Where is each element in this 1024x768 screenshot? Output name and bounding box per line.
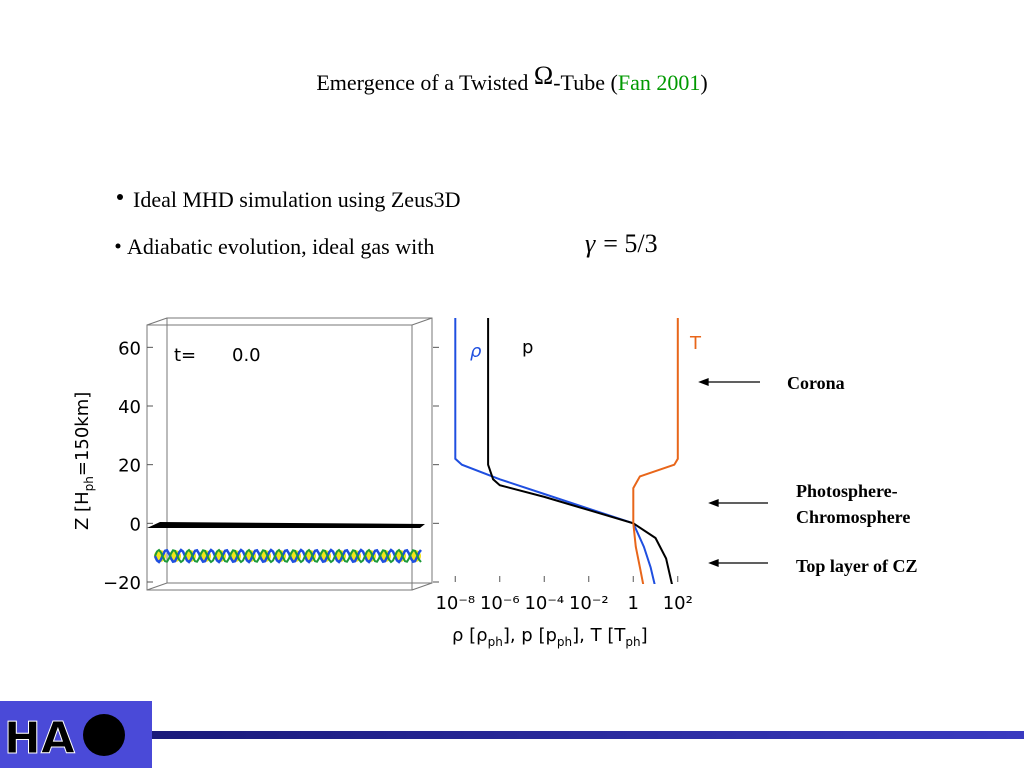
title: Emergence of a Twisted Ω-Tube (Fan 2001) [316,61,707,95]
x-axis-label: ρ [ρph], p [pph], T [Tph] [452,625,648,649]
bullet [115,243,121,249]
title-prefix: Emergence of a Twisted [316,70,534,95]
title-symbol: Ω [534,61,553,90]
series-line [632,318,679,584]
x-tick-label: 10⁻⁶ [480,593,520,614]
box-front [146,324,413,591]
y-tick-label: 0 [130,514,141,535]
formula-rhs: = 5/3 [603,229,657,258]
label-subscript: ph [82,476,96,491]
box-edge [146,317,168,326]
label-part: ], T [T [572,625,626,646]
tube-strand [153,548,422,564]
x-tick-label: 1 [628,593,639,614]
y-axis-label: Z [Hph=150km] [72,392,96,530]
arrows [698,378,768,567]
box-edge [146,582,168,591]
bullet-text: Ideal MHD simulation using Zeus3D [133,187,461,212]
annotation: Photosphere- [796,481,898,501]
series-label: p [522,337,533,358]
series-line [454,318,656,584]
label-subscript: ph [488,635,503,649]
tube-strand [154,548,422,564]
x-tick-label: 10² [663,593,693,614]
citation: Fan 2001 [618,70,701,95]
chart: −20 0 20 40 60 10⁻⁸ 10⁻⁶ 10⁻⁴ 10⁻² 1 10² ρ p T [103,318,702,614]
formula-lhs: γ [585,229,596,258]
annotation: Top layer of CZ [796,556,918,576]
bullet [117,194,123,200]
title-close: ) [700,70,707,95]
sim-box [146,317,433,591]
series-label: ρ [470,341,482,362]
arrow-head [708,559,719,567]
box-edge [411,317,433,326]
y-tick-label: 40 [118,397,141,418]
annotation: Chromosphere [796,507,910,527]
box-back [166,317,433,584]
x-tick-label: 10⁻² [569,593,609,614]
logo-box [0,701,152,768]
box-edge [411,582,433,591]
photosphere-layer [147,522,425,528]
label-part: ρ [ρ [452,625,488,646]
arrow-head [708,499,719,507]
y-tick-label: 60 [118,338,141,359]
label-part: ] [641,625,648,646]
footer-bar [152,731,1024,739]
label-part: ], p [p [503,625,557,646]
bullet-text: Adiabatic evolution, ideal gas with [127,234,434,259]
label-subscript: ph [625,635,640,649]
time-value: 0.0 [232,345,261,366]
label-subscript: ph [557,635,572,649]
time-label: t= [174,345,196,366]
label-part: Z [H [72,491,93,530]
x-tick-label: 10⁻⁸ [435,593,475,614]
flux-tube [153,548,422,564]
label-part: =150km] [72,392,93,476]
title-suffix: -Tube ( [553,70,618,95]
logo-text: HA [4,713,75,764]
series-line [487,318,673,584]
arrow-head [698,378,709,386]
x-tick-label: 10⁻⁴ [524,593,564,614]
logo-sun [83,714,125,756]
series-label: T [689,333,702,354]
formula: γ = 5/3 [585,229,658,258]
y-tick-label: −20 [103,573,141,594]
annotation: Corona [787,373,845,393]
y-tick-label: 20 [118,456,141,477]
